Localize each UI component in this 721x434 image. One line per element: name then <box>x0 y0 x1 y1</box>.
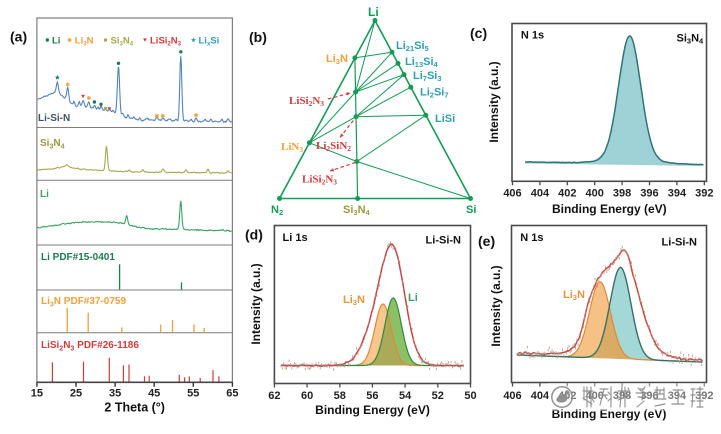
svg-text:404: 404 <box>531 390 550 402</box>
svg-text:Li-Si-N: Li-Si-N <box>662 237 697 249</box>
svg-text:LiSi2N3 PDF#26-1186: LiSi2N3 PDF#26-1186 <box>41 340 139 353</box>
svg-text:LixSi: LixSi <box>199 36 220 48</box>
svg-text:Binding Energy (eV): Binding Energy (eV) <box>552 202 667 216</box>
svg-text:62: 62 <box>268 390 280 402</box>
svg-text:(e): (e) <box>478 233 495 249</box>
svg-text:58: 58 <box>334 390 346 402</box>
svg-text:Li7Si3: Li7Si3 <box>413 70 442 83</box>
svg-text:Li2Si7: Li2Si7 <box>420 87 449 100</box>
svg-text:Li21Si5: Li21Si5 <box>396 40 429 53</box>
svg-text:LiSi: LiSi <box>435 113 455 125</box>
svg-text:(b): (b) <box>249 29 267 45</box>
svg-text:396: 396 <box>640 187 658 199</box>
svg-text:(c): (c) <box>470 25 487 41</box>
svg-text:Intensity (a.u.): Intensity (a.u.) <box>487 61 501 142</box>
svg-text:LiSi2N3: LiSi2N3 <box>302 174 337 187</box>
svg-text:65: 65 <box>226 388 238 400</box>
svg-text:2 Theta (°): 2 Theta (°) <box>104 401 165 415</box>
svg-text:52: 52 <box>432 390 444 402</box>
svg-text:400: 400 <box>586 390 604 402</box>
svg-text:Si3N4: Si3N4 <box>676 33 704 46</box>
svg-text:60: 60 <box>301 390 313 402</box>
svg-text:Li-Si-N: Li-Si-N <box>426 235 461 247</box>
svg-text:394: 394 <box>668 390 687 402</box>
svg-text:(d): (d) <box>245 227 263 243</box>
svg-text:50: 50 <box>464 390 476 402</box>
svg-text:35: 35 <box>109 388 121 400</box>
svg-text:54: 54 <box>399 390 412 402</box>
svg-text:Li3N: Li3N <box>563 289 585 302</box>
svg-text:Li-Si-N: Li-Si-N <box>38 113 70 124</box>
svg-text:15: 15 <box>31 388 43 400</box>
svg-text:Li: Li <box>40 189 49 200</box>
svg-text:Binding Energy (eV): Binding Energy (eV) <box>315 403 430 417</box>
svg-text:Si3N4: Si3N4 <box>111 36 134 48</box>
svg-text:402: 402 <box>558 187 576 199</box>
svg-text:Li: Li <box>368 5 379 19</box>
svg-text:Li3N: Li3N <box>75 36 94 48</box>
svg-text:398: 398 <box>613 390 631 402</box>
svg-text:Li PDF#15-0401: Li PDF#15-0401 <box>41 252 115 263</box>
svg-text:398: 398 <box>613 187 631 199</box>
svg-text:Intensity (a.u.): Intensity (a.u.) <box>489 265 503 346</box>
svg-text:25: 25 <box>70 388 82 400</box>
svg-text:Si: Si <box>466 204 476 216</box>
svg-text:N 1s: N 1s <box>520 232 543 244</box>
svg-text:Li: Li <box>52 36 60 47</box>
svg-text:392: 392 <box>695 187 713 199</box>
svg-text:Li2SiN2: Li2SiN2 <box>316 140 351 153</box>
svg-text:Intensity (a.u.): Intensity (a.u.) <box>249 263 263 344</box>
svg-text:406: 406 <box>503 390 521 402</box>
svg-text:Si3N4: Si3N4 <box>343 204 371 217</box>
svg-text:45: 45 <box>148 388 160 400</box>
svg-text:LiN3: LiN3 <box>281 141 303 154</box>
svg-text:LiSi2N3: LiSi2N3 <box>150 36 182 48</box>
svg-text:LiSi2N3: LiSi2N3 <box>289 95 324 108</box>
svg-text:N 1s: N 1s <box>521 30 544 42</box>
svg-text:Li 1s: Li 1s <box>283 232 308 244</box>
svg-text:Binding Energy (eV): Binding Energy (eV) <box>552 407 667 421</box>
svg-text:400: 400 <box>586 187 604 199</box>
svg-text:404: 404 <box>531 187 550 199</box>
svg-text:Li13Si4: Li13Si4 <box>405 56 439 69</box>
svg-text:Li3N: Li3N <box>343 294 365 307</box>
svg-text:Li3N PDF#37-0759: Li3N PDF#37-0759 <box>41 296 126 309</box>
svg-text:406: 406 <box>503 187 521 199</box>
svg-text:Li: Li <box>408 292 418 304</box>
svg-text:(a): (a) <box>10 29 27 45</box>
svg-text:394: 394 <box>668 187 687 199</box>
svg-text:Li3N: Li3N <box>326 53 348 66</box>
svg-text:55: 55 <box>187 388 199 400</box>
svg-text:N2: N2 <box>271 204 283 217</box>
svg-text:Si3N4: Si3N4 <box>40 138 65 151</box>
svg-text:56: 56 <box>366 390 378 402</box>
